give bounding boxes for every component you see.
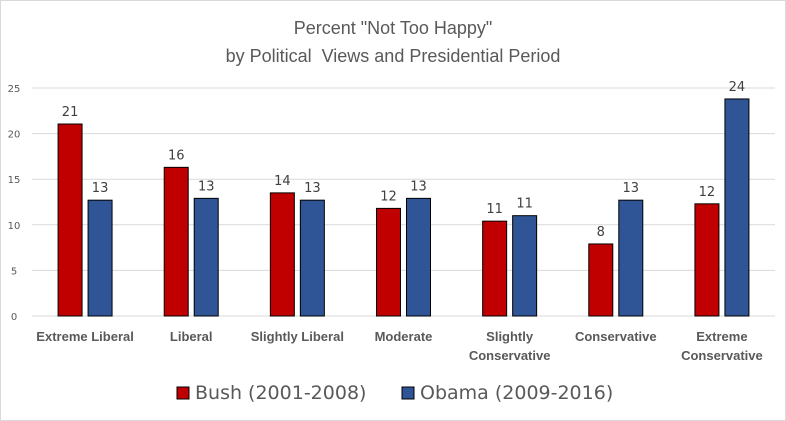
x-tick-label: Slightly: [486, 329, 534, 344]
data-label: 12: [699, 185, 716, 200]
data-label: 11: [516, 197, 533, 212]
bar-bush: [376, 207, 401, 317]
data-label: 14: [274, 174, 291, 189]
data-label: 16: [168, 148, 185, 163]
x-tick-label: Conservative: [575, 329, 657, 344]
data-labels: 21 13 16 13 14 13 12 13 11 11 8 13 12 24: [62, 80, 745, 240]
y-axis: 0 5 10 15 20 25: [8, 84, 21, 323]
x-tick-label: Slightly Liberal: [251, 329, 344, 344]
chart-title: Percent "Not Too Happy": [294, 18, 493, 38]
y-tick-label: 25: [8, 84, 21, 95]
bar-bush: [482, 220, 508, 317]
bar-obama: [724, 98, 750, 317]
bar-obama: [87, 199, 113, 317]
data-label: 8: [597, 225, 605, 240]
y-tick-label: 10: [8, 221, 21, 232]
legend: Bush (2001-2008) Obama (2009-2016): [176, 382, 613, 404]
y-tick-label: 20: [8, 130, 21, 141]
bar-bush: [694, 203, 720, 317]
data-label: 24: [729, 80, 746, 95]
data-label: 13: [198, 179, 215, 194]
x-tick-label: Conservative: [469, 348, 551, 363]
x-tick-label: Extreme Liberal: [36, 329, 134, 344]
data-label: 13: [623, 181, 640, 196]
x-tick-label: Extreme: [696, 329, 747, 344]
x-tick-label: Conservative: [681, 348, 763, 363]
bar-obama: [618, 199, 644, 317]
data-label: 13: [92, 181, 109, 196]
data-label: 11: [486, 202, 503, 217]
y-tick-label: 0: [11, 312, 17, 323]
legend-swatch: [176, 386, 190, 400]
bars: [57, 98, 750, 317]
x-tick-label: Moderate: [375, 329, 433, 344]
x-axis: Extreme Liberal Liberal Slightly Liberal Mo…: [36, 329, 762, 363]
bar-bush: [163, 166, 189, 317]
data-label: 13: [304, 181, 321, 196]
bar-bush: [269, 192, 295, 317]
bar-bush: [588, 243, 614, 317]
x-tick-label: Liberal: [170, 329, 213, 344]
legend-label: Bush (2001-2008): [195, 382, 366, 404]
data-label: 21: [62, 105, 79, 120]
data-label: 13: [410, 179, 427, 194]
y-tick-label: 15: [8, 175, 21, 186]
bar-obama: [193, 197, 219, 317]
bar-obama: [299, 199, 325, 317]
chart-subtitle: by Political Views and Presidential Peri…: [226, 46, 561, 66]
bar-bush: [57, 123, 83, 317]
bar-obama: [512, 215, 538, 317]
data-label: 12: [380, 189, 397, 204]
legend-label: Obama (2009-2016): [420, 382, 613, 404]
y-tick-label: 5: [11, 266, 17, 277]
gridlines: [32, 87, 775, 317]
legend-swatch: [401, 386, 415, 400]
bar-obama: [406, 197, 431, 317]
